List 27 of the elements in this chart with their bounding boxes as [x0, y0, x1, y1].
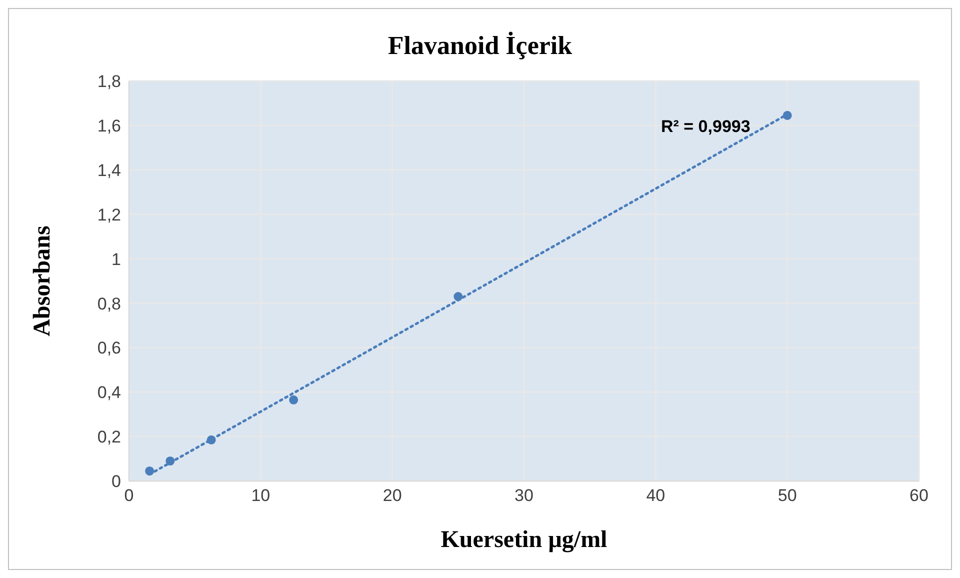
point [289, 395, 298, 404]
x-tick-label: 60 [910, 486, 928, 506]
y-tick-label: 1 [112, 250, 121, 269]
point [166, 456, 175, 466]
y-tick-label: 0,2 [97, 428, 121, 447]
x-tick-label: 20 [382, 486, 402, 506]
y-tick-label: 1,4 [97, 160, 121, 180]
y-tick-label: 0,6 [97, 338, 121, 358]
x-tick-label: 50 [778, 486, 797, 506]
point [206, 435, 216, 444]
y-axis-title: Absorbans [30, 226, 56, 336]
y-tick-label: 0,8 [97, 294, 121, 314]
annotation: R² = 0,9993 [661, 117, 750, 137]
y-tick-label: 0 [112, 472, 121, 492]
y-tick-label: 1,2 [97, 205, 121, 224]
chart-title: Flavanoid İçerik [386, 31, 574, 62]
point [454, 292, 463, 302]
x-tick-label: 40 [646, 486, 666, 506]
y-tick-label: 1,8 [97, 72, 121, 92]
x-tick-label: 0 [124, 486, 134, 506]
point [782, 110, 792, 120]
x-tick-label: 30 [514, 486, 534, 506]
y-tick-label: 1,6 [97, 116, 121, 136]
x-tick-label: 10 [251, 486, 270, 506]
point [145, 466, 154, 476]
y-tick-label: 0,4 [97, 383, 121, 402]
x-axis-title: Kuersetin µg/ml [440, 527, 608, 553]
